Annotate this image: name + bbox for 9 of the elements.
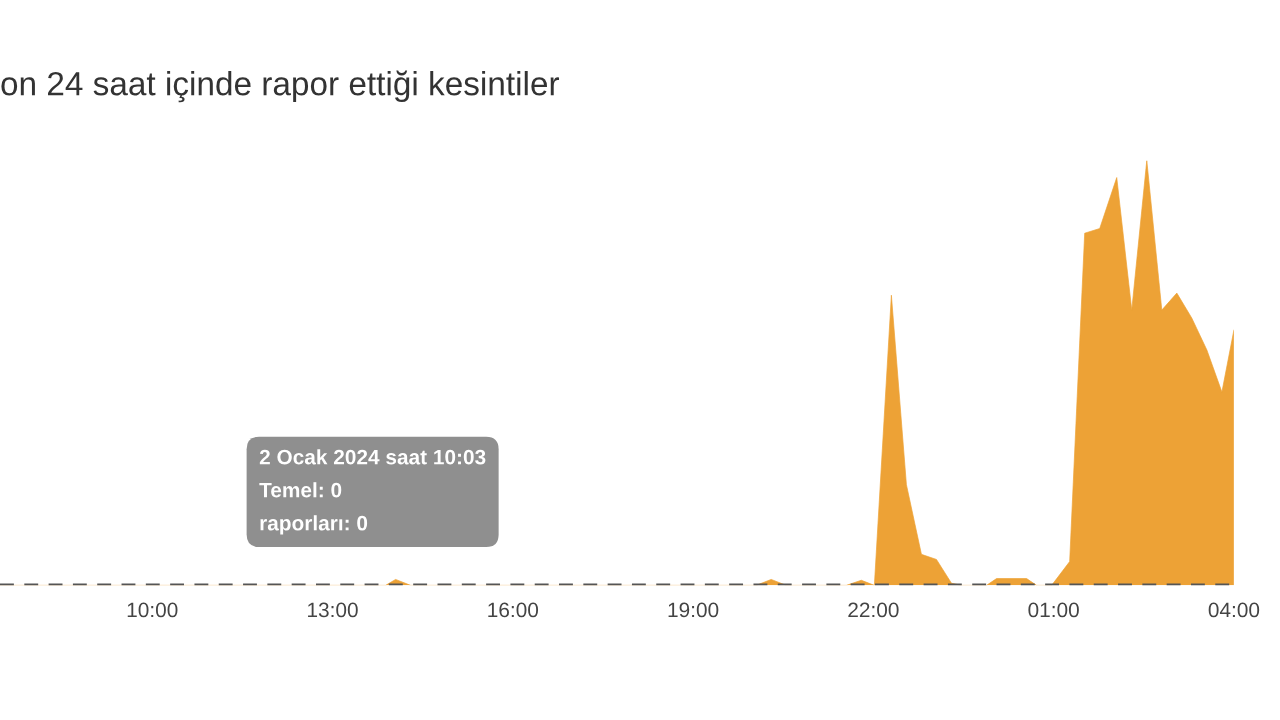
x-tick-label: 04:00 [1208,602,1260,618]
x-tick-label: 19:00 [668,602,719,618]
x-tick-label: 16:00 [488,602,539,618]
x-tick-label: 22:00 [848,602,899,618]
annotation: 2 Ocak 2024 saat 10:03 Temel: 0 raporları: 0 [259,449,486,535]
x-tick-label: 13:00 [308,602,358,618]
x-tick-label: 01:00 [1028,602,1079,618]
x-tick-label: 10:00 [127,602,178,618]
chart-title: on 24 saat içinde rapor ettiği kesintiler [1,70,560,103]
